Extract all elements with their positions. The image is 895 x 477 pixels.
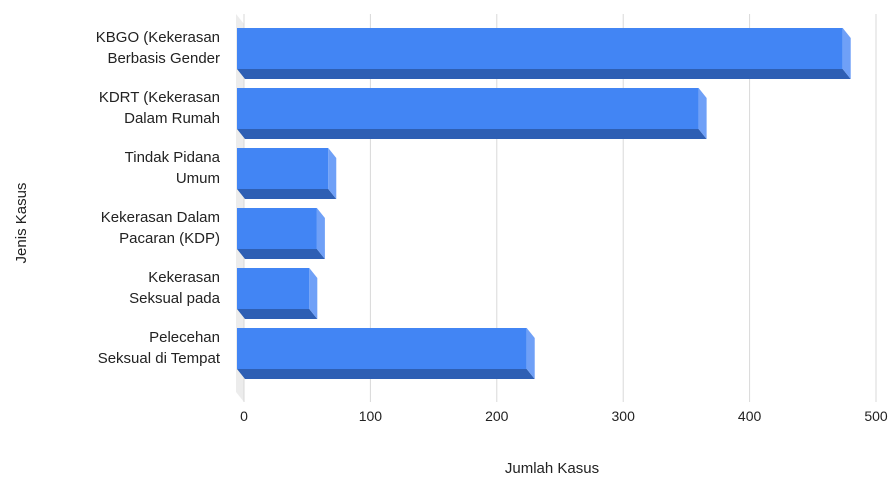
- category-label-4-line-1: Seksual pada: [129, 290, 221, 307]
- x-tick-label-2: 200: [485, 408, 509, 424]
- category-label-2-line-0: Tindak Pidana: [125, 149, 221, 166]
- category-label-3: Kekerasan Dalam Pacaran (KDP): [101, 209, 220, 247]
- bar-side-3: [316, 208, 325, 259]
- category-label-5-line-1: Seksual di Tempat: [98, 350, 221, 367]
- bar-bottom-5: [237, 369, 535, 379]
- category-label-4-line-0: Kekerasan: [148, 269, 220, 286]
- category-label-1-line-0: KDRT (Kekerasan: [99, 89, 220, 106]
- bar-1: [237, 88, 707, 139]
- bar-front-0: [237, 28, 843, 69]
- category-label-1-line-1: Dalam Rumah: [124, 110, 220, 127]
- category-label-0: KBGO (Kekerasan Berbasis Gender: [96, 29, 220, 67]
- x-tick-label-4: 400: [738, 408, 762, 424]
- bar-front-2: [237, 148, 329, 189]
- bar-3: [237, 208, 325, 259]
- category-label-3-line-0: Kekerasan Dalam: [101, 209, 220, 226]
- category-label-1: KDRT (Kekerasan Dalam Rumah: [99, 89, 220, 127]
- bar-4: [237, 268, 318, 319]
- category-label-5-line-0: Pelecehan: [149, 329, 220, 346]
- bar-side-1: [698, 88, 707, 139]
- bar-bottom-3: [237, 249, 325, 259]
- y-axis-title: Jenis Kasus: [13, 183, 30, 264]
- bar-side-2: [328, 148, 337, 199]
- x-tick-labels: 0 100 200 300 400 500: [240, 408, 888, 424]
- x-tick-label-5: 500: [864, 408, 888, 424]
- x-tick-label-0: 0: [240, 408, 248, 424]
- bar-front-5: [237, 328, 527, 369]
- bar-front-3: [237, 208, 317, 249]
- category-labels: KBGO (Kekerasan Berbasis Gender KDRT (Keke…: [96, 29, 221, 367]
- category-label-0-line-1: Berbasis Gender: [107, 50, 220, 67]
- bar-0: [237, 28, 851, 79]
- bar-bottom-2: [237, 189, 337, 199]
- bar-front-4: [237, 268, 310, 309]
- bar-5: [237, 328, 535, 379]
- bar-side-4: [309, 268, 318, 319]
- x-axis-title: Jumlah Kasus: [505, 460, 599, 477]
- x-tick-label-1: 100: [359, 408, 383, 424]
- category-label-4: Kekerasan Seksual pada: [129, 269, 221, 307]
- category-label-0-line-0: KBGO (Kekerasan: [96, 29, 220, 46]
- bar-side-5: [526, 328, 535, 379]
- bar-2: [237, 148, 337, 199]
- x-tick-label-3: 300: [612, 408, 636, 424]
- category-label-3-line-1: Pacaran (KDP): [119, 230, 220, 247]
- category-label-2: Tindak Pidana Umum: [125, 149, 221, 187]
- bar-bottom-4: [237, 309, 318, 319]
- bar-bottom-0: [237, 69, 851, 79]
- category-label-5: Pelecehan Seksual di Tempat: [98, 329, 221, 367]
- bar-bottom-1: [237, 129, 707, 139]
- category-label-2-line-1: Umum: [176, 170, 220, 187]
- bar-front-1: [237, 88, 699, 129]
- bars: [237, 28, 851, 379]
- bar-side-0: [842, 28, 851, 79]
